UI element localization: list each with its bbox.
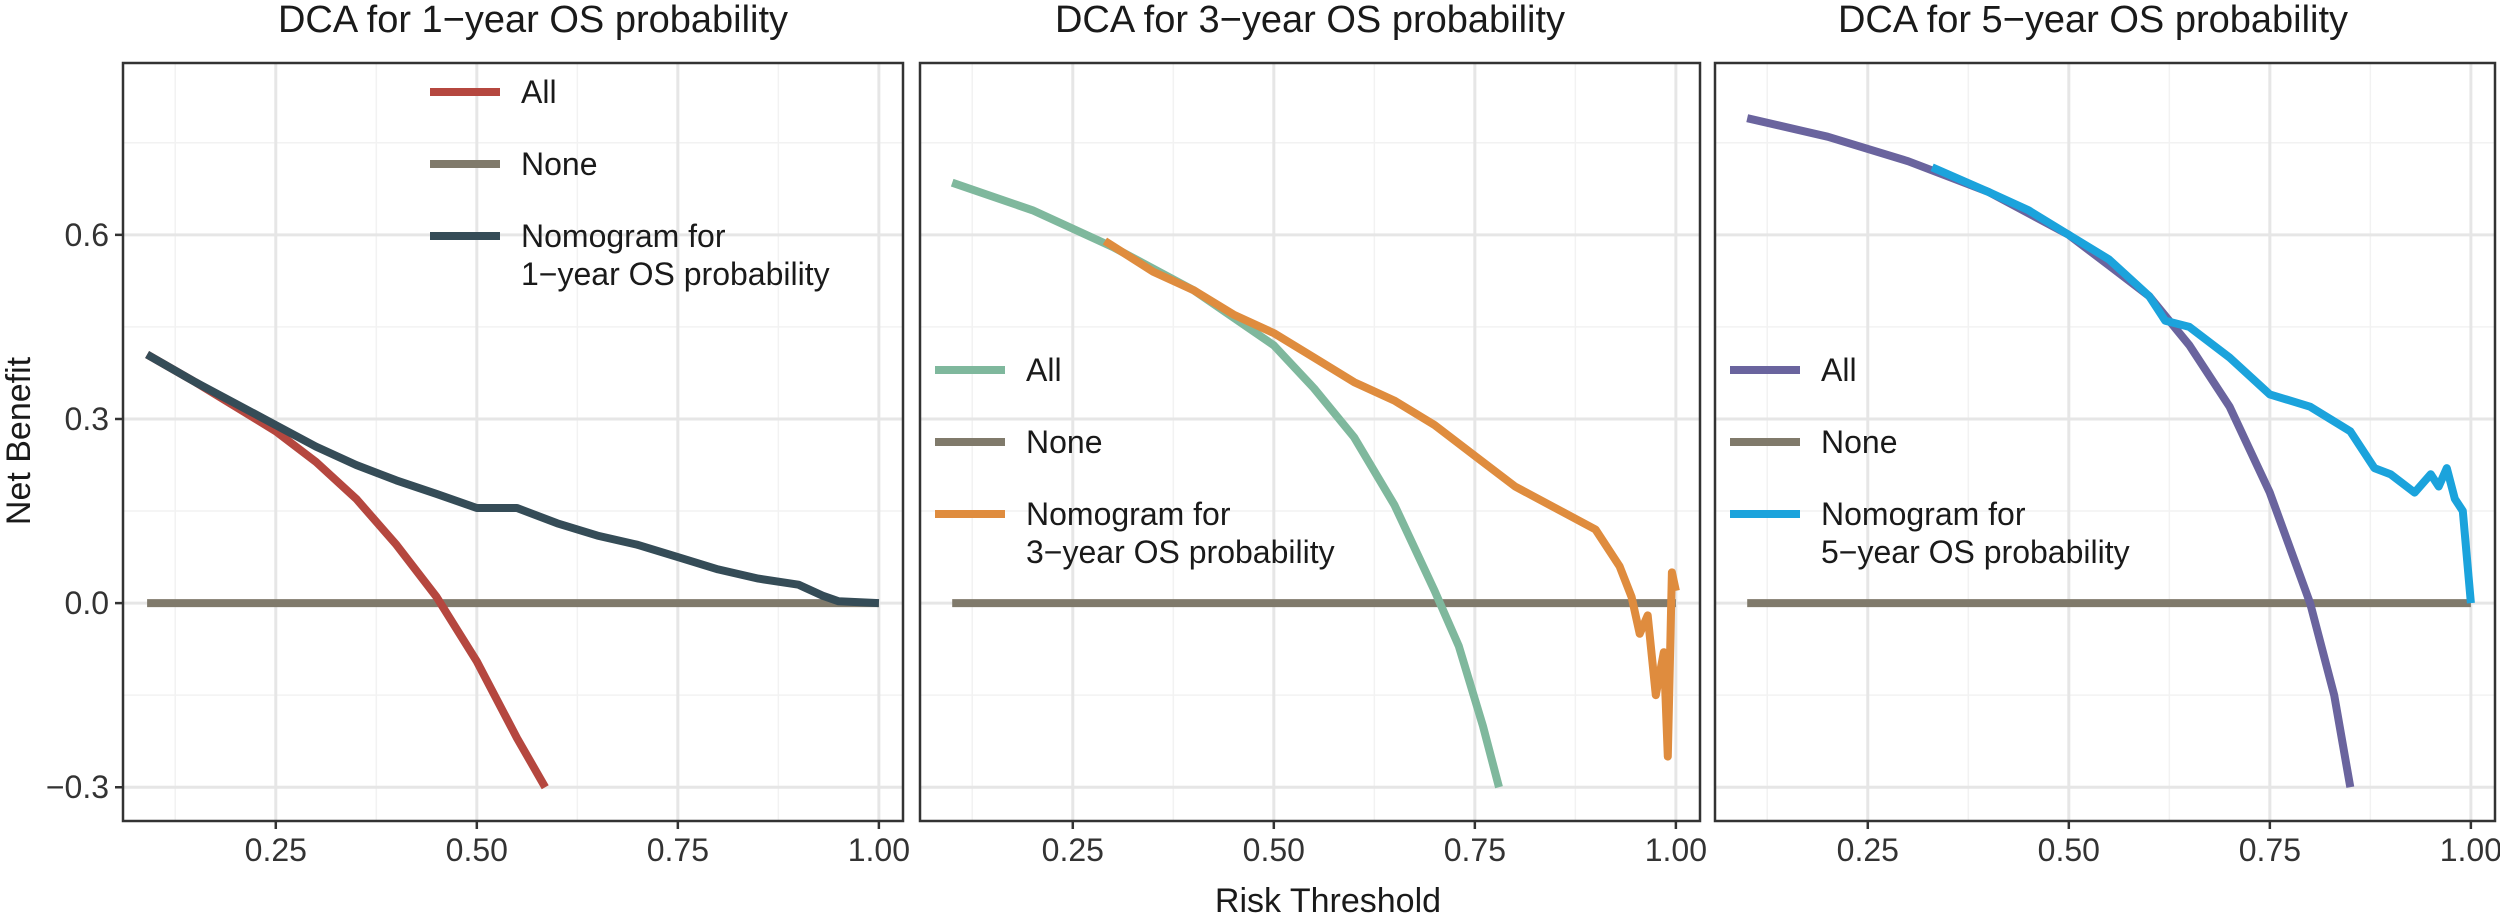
legend-label-all: All [1026,352,1062,388]
panel-1-series [145,351,880,790]
panel-1-legend: All None Nomogram for 1−year OS probability [430,74,830,292]
x-tick-label: 1.00 [2440,832,2500,868]
x-tick-label: 0.75 [647,832,709,868]
x-tick-label: 0.75 [2239,832,2301,868]
x-tick-label: 0.75 [1444,832,1506,868]
y-tick-label: 0.6 [65,217,109,253]
panel-2-legend: All None Nomogram for 3−year OS probability [935,352,1335,570]
x-tick-label: 0.25 [1042,832,1104,868]
y-tick-label: 0.3 [65,401,109,437]
legend-label-none: None [1821,424,1898,460]
series-line-model [1102,237,1680,761]
panel-2-axes: 0.25 0.50 0.75 1.00 [1042,821,1707,868]
legend-label-model: Nomogram for 1−year OS probability [521,218,830,292]
panel-3-axes: 0.25 0.50 0.75 1.00 [1837,821,2500,868]
legend-label-all: All [1821,352,1857,388]
series-line-model [1930,163,2475,604]
series-line-all [950,178,1503,789]
panel-2: DCA for 3−year OS probability 0.25 0.50 0.… [918,0,1707,868]
x-tick-label: 0.50 [2038,832,2100,868]
x-tick-label: 0.50 [446,832,508,868]
legend-label-model: Nomogram for 5−year OS probability [1821,496,2130,570]
x-tick-label: 0.25 [1837,832,1899,868]
legend-label-none: None [521,146,598,182]
legend-label-model: Nomogram for 3−year OS probability [1026,496,1335,570]
panel-3: DCA for 5−year OS probability 0.25 0.50 0.… [1713,0,2500,868]
panel-3-legend: All None Nomogram for 5−year OS probability [1730,352,2130,570]
panel-2-series [950,178,1680,789]
x-tick-label: 1.00 [848,832,910,868]
panel-2-title: DCA for 3−year OS probability [1055,0,1565,41]
panel-3-series [1746,114,2475,788]
x-tick-label: 0.50 [1243,832,1305,868]
legend-label-none: None [1026,424,1103,460]
series-line-model [145,351,880,608]
x-tick-label: 1.00 [1645,832,1707,868]
panel-1: DCA for 1−year OS probability 0.25 0.50 0.… [46,0,910,868]
panel-3-border [1713,61,2497,823]
legend-label-all: All [521,74,557,110]
y-axis-title: Net Benefit [0,356,38,525]
panel-2-border [918,61,1702,823]
y-tick-label: 0.0 [65,585,109,621]
y-tick-label: −0.3 [46,769,109,805]
panel-1-axes: 0.25 0.50 0.75 1.00 −0.3 0.0 0.3 0.6 [46,217,910,868]
panel-1-border [121,61,905,823]
x-axis-title: Risk Threshold [1215,882,1441,913]
panel-1-title: DCA for 1−year OS probability [278,0,788,41]
x-tick-label: 0.25 [245,832,307,868]
panel-3-title: DCA for 5−year OS probability [1838,0,2348,41]
